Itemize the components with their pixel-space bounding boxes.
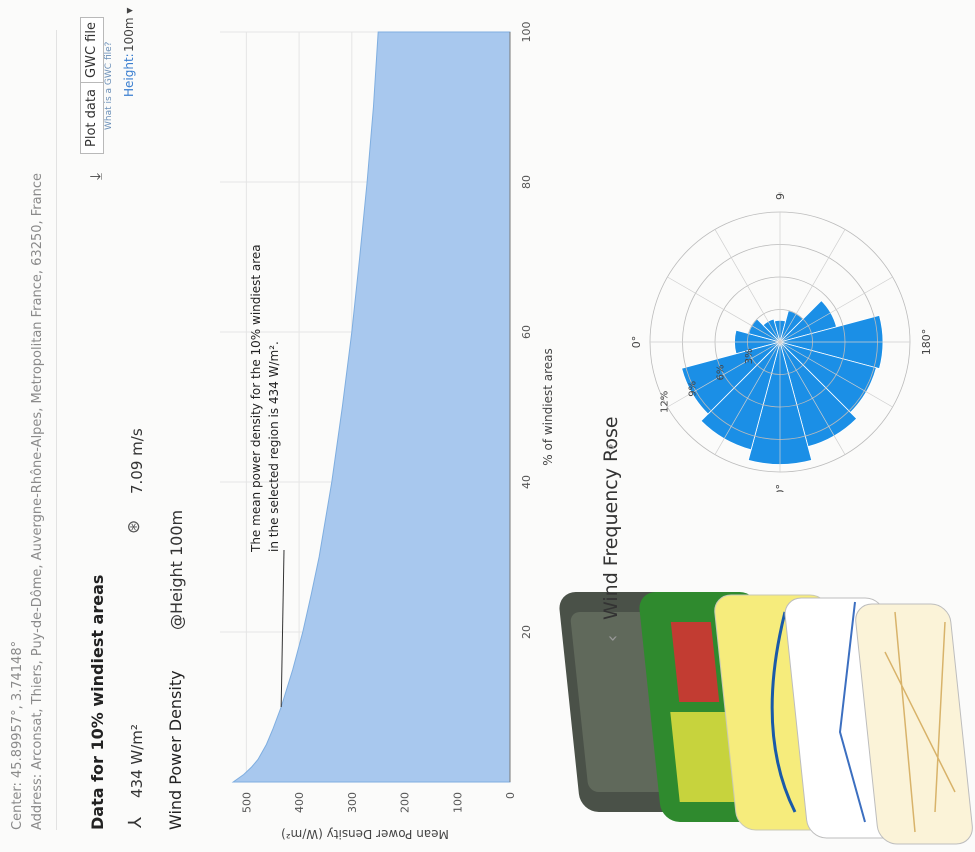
rose-spoke [714, 341, 781, 455]
wind-frequency-rose: 3% 6% 9% 12% 0° 90° 180° 270° [630, 192, 930, 492]
rose-next-arrow[interactable]: › [600, 442, 621, 450]
y-axis-label: Mean Power Density (W/m²) [281, 827, 449, 841]
rose-angle-label: 0° [630, 336, 643, 349]
center-coordinates: Center: 45.89957°, 3.74148° [10, 640, 25, 830]
y-tick-label: 400 [293, 792, 306, 813]
download-icon[interactable]: ⤓ [86, 172, 105, 180]
rose-spoke [667, 276, 781, 343]
rose-spoke [714, 229, 781, 343]
rose-radial-label: 9% [688, 381, 699, 397]
wind-speed-icon: ⊛ [124, 519, 144, 534]
annotation-line-2: in the selected region is 434 W/m². [267, 341, 281, 552]
rose-radial-label: 6% [716, 365, 727, 381]
height-selector[interactable]: 100m ▾ [122, 7, 136, 52]
x-tick-label: 20 [520, 625, 533, 639]
rose-spoke [779, 229, 846, 343]
summary-title: Data for 10% windiest areas [88, 574, 107, 830]
wind-speed-value: 7.09 m/s [128, 428, 146, 494]
rose-spoke [779, 341, 846, 455]
wpd-height-label: @Height 100m [167, 509, 186, 630]
wind-power-density-chart: 0 100 200 300 400 500 20 40 60 80 100 % of windiest… [220, 22, 555, 841]
rose-spoke [779, 276, 893, 343]
divider [56, 30, 57, 830]
x-tick-label: 60 [520, 325, 533, 339]
rose-angle-label: 90° [774, 192, 787, 200]
annotation-line-1: The mean power density for the 10% windi… [249, 244, 263, 553]
address-text: Address: Arconsat, Thiers, Puy-de-Dôme, … [30, 173, 45, 830]
y-tick-label: 0 [504, 792, 517, 799]
map-layer-streets [855, 603, 973, 845]
map-layers-illustration [559, 592, 973, 845]
rose-radial-label: 3% [744, 348, 755, 364]
rose-angle-label: 180° [920, 329, 930, 356]
y-tick-label: 300 [346, 792, 359, 813]
gwc-help-link[interactable]: What is a GWC file? [104, 41, 114, 130]
y-tick-label: 100 [451, 792, 464, 813]
rose-spoke [667, 341, 781, 408]
power-density-area [231, 31, 511, 783]
rose-spoke [779, 341, 893, 408]
x-axis-label: % of windiest areas [541, 348, 555, 465]
turbine-icon: ⅄ [125, 817, 146, 828]
x-tick-label: 100 [520, 22, 533, 43]
gwc-file-button[interactable]: GWC file [80, 17, 104, 83]
x-tick-label: 80 [520, 175, 533, 189]
x-tick-label: 40 [520, 475, 533, 489]
rose-angle-label: 270° [774, 484, 787, 492]
rose-radial-label: 12% [659, 391, 670, 413]
rose-prev-arrow[interactable]: ‹ [602, 634, 623, 642]
annotation-pointer [280, 549, 285, 708]
y-tick-label: 500 [240, 792, 253, 813]
power-density-value: 434 W/m² [128, 724, 146, 798]
plot-data-button[interactable]: Plot data [80, 82, 104, 154]
wpd-section-title: Wind Power Density [166, 670, 185, 830]
height-selector-label: Height: [122, 53, 136, 97]
y-tick-label: 200 [399, 792, 412, 813]
